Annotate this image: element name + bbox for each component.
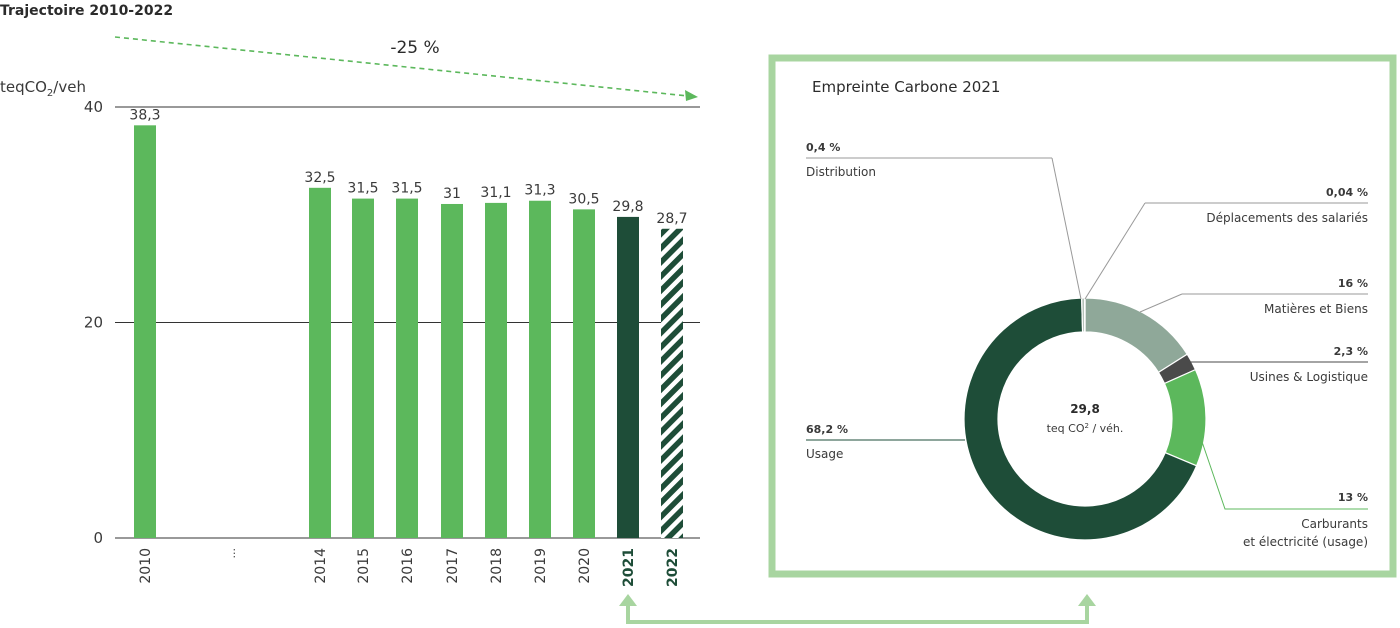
donut-center-unit-main: teq CO xyxy=(1047,422,1085,435)
y-axis-label-sub: 2 xyxy=(47,88,53,99)
deplacements-leader-diag xyxy=(1084,202,1146,300)
bar-2022 xyxy=(661,228,683,538)
bar-label-2018: 31,1 xyxy=(480,185,511,201)
bar-label-2017: 31 xyxy=(443,186,461,202)
y-axis-label-main: teqCO xyxy=(0,78,47,96)
x-tick-2015: 2015 xyxy=(356,548,372,584)
bar-2016 xyxy=(396,198,418,538)
matieres-label: Matières et Biens xyxy=(1264,302,1368,316)
bar-2010 xyxy=(134,125,156,538)
carburants-label: Carburants xyxy=(1301,517,1368,531)
distribution-pct: 0,4 % xyxy=(806,141,840,154)
donut-center-unit-tail: / véh. xyxy=(1089,422,1123,435)
bar-label-2019: 31,3 xyxy=(524,183,555,199)
bar-2021 xyxy=(617,216,639,538)
bar-2017 xyxy=(441,203,463,538)
carburants-leader xyxy=(1197,429,1368,510)
bar-label-2014: 32,5 xyxy=(304,170,335,186)
x-tick-2022: 2022 xyxy=(665,548,681,587)
x-tick-2018: 2018 xyxy=(489,548,505,584)
x-tick-2020: 2020 xyxy=(577,548,593,584)
donut-slice-carburants xyxy=(1163,368,1207,467)
y-axis-label-tail: /veh xyxy=(53,78,86,96)
bar-label-2022: 28,7 xyxy=(656,211,687,227)
bar-label-2016: 31,5 xyxy=(391,181,422,197)
y-tick-40: 40 xyxy=(84,98,103,116)
connector-arrow-right xyxy=(1078,594,1096,606)
connector-line xyxy=(626,604,1089,624)
x-tick-2010: 2010 xyxy=(138,548,154,584)
connector-arrow-left xyxy=(619,594,637,606)
bar-2018 xyxy=(485,202,507,538)
bar-2014 xyxy=(309,187,331,538)
usage-pct: 68,2 % xyxy=(806,423,848,436)
trend-label: -25 % xyxy=(390,38,439,58)
deplacements-pct: 0,04 % xyxy=(1326,186,1368,199)
bar-label-2015: 31,5 xyxy=(347,181,378,197)
carburants-label-line2: et électricité (usage) xyxy=(1243,535,1368,549)
bar-chart-title: Trajectoire 2010-2022 xyxy=(0,3,173,19)
bar-2019 xyxy=(529,200,551,538)
x-tick-2019: 2019 xyxy=(533,548,549,584)
usage-label: Usage xyxy=(806,447,843,461)
x-tick-gap: ... xyxy=(225,548,238,559)
x-tick-2021: 2021 xyxy=(621,548,637,587)
donut-center-unit: teq CO2 / véh. xyxy=(1047,422,1124,435)
bar-2015 xyxy=(352,198,374,538)
y-axis-label: teqCO2/veh xyxy=(0,78,86,99)
x-tick-2017: 2017 xyxy=(445,548,461,584)
bar-label-2010: 38,3 xyxy=(129,107,160,123)
donut-slice-matieres-et-biens xyxy=(1084,297,1189,374)
bar-label-2020: 30,5 xyxy=(568,191,599,207)
matieres-leader-diag xyxy=(1139,293,1183,313)
x-tick-2016: 2016 xyxy=(400,548,416,584)
x-tick-2014: 2014 xyxy=(313,548,329,584)
usines-label: Usines & Logistique xyxy=(1250,370,1368,384)
y-tick-0: 0 xyxy=(93,529,103,547)
bar-label-2021: 29,8 xyxy=(612,199,643,215)
matieres-pct: 16 % xyxy=(1338,277,1368,290)
carbon-footprint-frame xyxy=(768,54,1397,578)
bar-2020 xyxy=(573,209,595,539)
usines-pct: 2,3 % xyxy=(1334,345,1368,358)
y-tick-20: 20 xyxy=(84,314,103,332)
donut-title: Empreinte Carbone 2021 xyxy=(812,78,1000,96)
carburants-pct: 13 % xyxy=(1338,491,1368,504)
distribution-leader-diag xyxy=(1051,157,1082,300)
donut-center-value: 29,8 xyxy=(1070,402,1100,416)
distribution-label: Distribution xyxy=(806,165,876,179)
trend-arrow-line xyxy=(114,36,689,97)
donut-center-unit-sup: 2 xyxy=(1084,422,1088,430)
trend-arrow-head xyxy=(685,90,698,101)
deplacements-label: Déplacements des salariés xyxy=(1206,211,1368,225)
donut-slice-usage xyxy=(963,297,1198,541)
